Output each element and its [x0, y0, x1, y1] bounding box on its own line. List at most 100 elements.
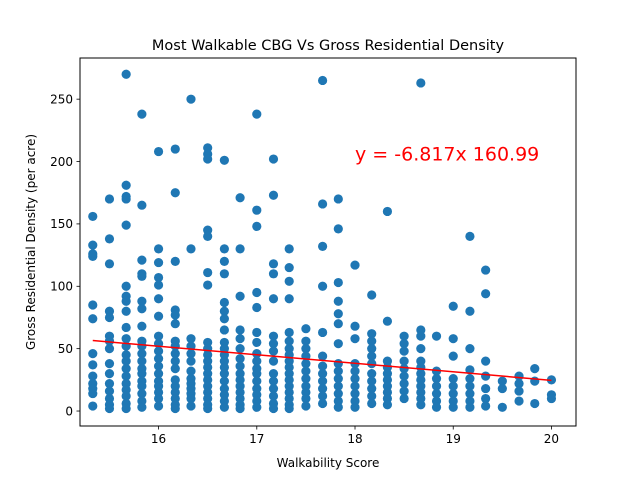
data-point [301, 401, 311, 411]
data-point [104, 369, 115, 379]
data-point [481, 356, 491, 366]
data-point [235, 193, 245, 203]
data-point [252, 287, 262, 298]
data-point [121, 281, 131, 291]
data-point [186, 393, 196, 404]
data-point [333, 277, 343, 288]
y-tick-label: 100 [50, 280, 73, 294]
data-point [153, 331, 164, 341]
data-point [431, 374, 442, 384]
y-axis-label: Gross Residential Density (per acre) [24, 134, 38, 350]
data-point [137, 381, 147, 391]
data-point [284, 276, 294, 286]
data-point [284, 336, 294, 346]
data-point [318, 327, 328, 338]
data-point [137, 304, 147, 314]
data-point [301, 359, 311, 369]
data-point [153, 146, 164, 157]
data-point [268, 190, 279, 200]
data-point [137, 321, 147, 331]
data-point [104, 386, 115, 396]
data-point [235, 244, 245, 254]
data-point [268, 331, 279, 341]
data-point [399, 393, 409, 404]
data-point [350, 402, 360, 412]
data-point [104, 312, 115, 323]
data-point [235, 325, 245, 335]
data-point [268, 356, 279, 366]
data-point [235, 344, 245, 354]
data-point [333, 309, 343, 319]
data-point [399, 378, 409, 389]
data-point [170, 144, 180, 154]
data-point [301, 324, 311, 334]
data-point [203, 403, 213, 414]
data-point [514, 396, 524, 406]
x-tick-label: 20 [544, 432, 559, 446]
data-point [333, 388, 343, 399]
data-point [186, 356, 196, 366]
data-point [153, 244, 164, 254]
data-point [88, 300, 98, 310]
data-point [399, 339, 409, 349]
data-point [284, 327, 294, 338]
data-point [318, 383, 328, 394]
data-point [399, 331, 409, 341]
data-point [153, 294, 164, 304]
data-point [219, 297, 229, 308]
data-point [219, 256, 229, 266]
data-point [186, 349, 196, 359]
data-point [416, 331, 426, 341]
data-point [252, 302, 262, 313]
data-point [153, 354, 164, 364]
data-point [514, 386, 524, 396]
data-point [252, 402, 262, 412]
data-point [481, 289, 491, 299]
data-point [333, 224, 343, 234]
data-point [318, 376, 328, 386]
data-point [203, 280, 213, 290]
data-point [301, 344, 311, 354]
data-point [333, 374, 343, 384]
data-point [514, 378, 524, 389]
data-point [318, 75, 328, 86]
data-point [186, 401, 196, 411]
data-point [268, 369, 279, 379]
data-point [153, 393, 164, 404]
data-point [268, 376, 279, 386]
data-point [465, 402, 475, 412]
data-point [284, 262, 294, 273]
data-point [137, 402, 147, 412]
data-point [399, 371, 409, 381]
regression-line-group [92, 339, 552, 382]
data-point [121, 371, 131, 381]
data-point [367, 383, 377, 394]
data-point [367, 344, 377, 354]
data-point [333, 339, 343, 349]
data-point [367, 391, 377, 401]
data-point [104, 234, 115, 244]
data-point [465, 231, 475, 241]
plot-area-frame [79, 57, 577, 427]
data-point [333, 194, 343, 204]
data-point [301, 374, 311, 384]
data-point [137, 356, 147, 366]
data-point [104, 403, 115, 414]
data-point [121, 356, 131, 366]
data-point [481, 393, 491, 404]
data-point [284, 244, 294, 254]
chart-title: Most Walkable CBG Vs Gross Residential D… [152, 38, 505, 54]
data-point [137, 369, 147, 379]
data-point [121, 322, 131, 333]
data-point [268, 391, 279, 401]
data-point [301, 366, 311, 376]
data-point [367, 336, 377, 346]
data-point [170, 364, 180, 374]
data-point [170, 256, 180, 266]
data-point [284, 294, 294, 304]
data-point [235, 361, 245, 371]
data-point [268, 269, 279, 279]
data-point [350, 260, 360, 270]
